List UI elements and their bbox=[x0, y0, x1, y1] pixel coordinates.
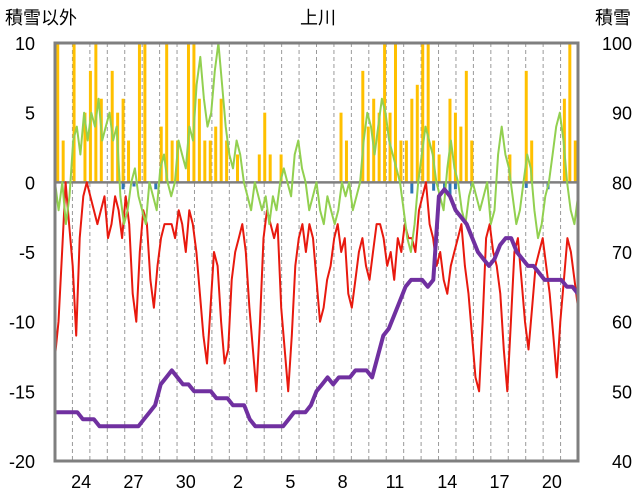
plot-frame bbox=[53, 41, 580, 463]
left-tick-label: -5 bbox=[19, 243, 35, 263]
bar-mark bbox=[459, 126, 463, 183]
bar-mark bbox=[219, 98, 223, 183]
bar-mark bbox=[137, 43, 141, 183]
left-tick-label: 0 bbox=[25, 173, 35, 193]
bar-mark bbox=[72, 43, 76, 183]
bar-mark bbox=[524, 70, 528, 183]
bar-mark bbox=[186, 43, 190, 183]
bar-mark bbox=[203, 140, 207, 183]
x-tick-label: 2 bbox=[233, 472, 243, 492]
bar-mark bbox=[268, 154, 272, 183]
left-tick-label: -15 bbox=[9, 382, 35, 402]
bar-mark bbox=[225, 140, 229, 183]
left-axis-ticks: 10 5 0 -5 -10 -15 -20 bbox=[9, 34, 35, 472]
bar-mark bbox=[399, 140, 403, 183]
bar-mark bbox=[366, 126, 370, 183]
right-tick-label: 40 bbox=[612, 452, 632, 472]
x-tick-label: 11 bbox=[386, 472, 405, 492]
bar-mark bbox=[132, 182, 136, 187]
bar-mark bbox=[453, 112, 457, 183]
bar-mark bbox=[170, 140, 174, 183]
x-tick-label: 30 bbox=[176, 472, 196, 492]
bar-mark bbox=[127, 140, 131, 183]
bar-mark bbox=[573, 140, 577, 183]
right-tick-label: 100 bbox=[602, 34, 632, 54]
bar-mark bbox=[279, 154, 283, 183]
x-axis-ticks: 24 27 30 2 5 8 11 14 17 20 bbox=[71, 472, 562, 492]
bar-mark bbox=[426, 43, 430, 183]
bar-mark bbox=[236, 154, 240, 183]
bar-mark bbox=[404, 140, 408, 183]
plot-area bbox=[54, 42, 580, 429]
bar-mark bbox=[410, 182, 414, 194]
series-line bbox=[54, 181, 579, 393]
x-tick-label: 24 bbox=[71, 472, 91, 492]
bar-mark bbox=[159, 126, 163, 183]
bar-mark bbox=[421, 43, 425, 183]
bar-mark bbox=[208, 140, 212, 183]
left-tick-label: -10 bbox=[9, 313, 35, 333]
right-tick-label: 80 bbox=[612, 173, 632, 193]
bar-mark bbox=[524, 182, 528, 188]
bar-mark bbox=[361, 70, 365, 183]
bar-mark bbox=[377, 112, 381, 183]
bar-mark bbox=[257, 154, 261, 183]
right-axis-ticks: 100 90 80 70 60 50 40 bbox=[602, 34, 632, 472]
series-line bbox=[55, 187, 580, 429]
bar-mark bbox=[154, 182, 158, 190]
left-tick-label: 5 bbox=[25, 104, 35, 124]
series-line bbox=[54, 42, 579, 253]
bar-mark bbox=[121, 98, 125, 183]
right-tick-label: 50 bbox=[612, 382, 632, 402]
bar-mark bbox=[415, 84, 419, 183]
bar-mark bbox=[437, 154, 441, 183]
bar-mark bbox=[568, 43, 572, 183]
bar-mark bbox=[448, 182, 452, 197]
right-tick-label: 90 bbox=[612, 104, 632, 124]
bar-mark bbox=[432, 182, 436, 191]
left-tick-label: -20 bbox=[9, 452, 35, 472]
chart-title: 上川 bbox=[300, 8, 336, 28]
bar-mark bbox=[56, 43, 60, 183]
bar-mark bbox=[339, 112, 343, 183]
bar-mark bbox=[197, 98, 201, 183]
bar-mark bbox=[83, 112, 87, 183]
right-tick-label: 70 bbox=[612, 243, 632, 263]
x-tick-label: 20 bbox=[542, 472, 562, 492]
x-tick-label: 27 bbox=[123, 472, 143, 492]
bar-mark bbox=[464, 70, 468, 183]
x-tick-label: 5 bbox=[285, 472, 295, 492]
right-axis-label: 積雪 bbox=[595, 8, 631, 28]
bar-mark bbox=[121, 182, 125, 190]
bar-mark bbox=[453, 182, 457, 190]
bar-mark bbox=[470, 140, 474, 183]
bar-mark bbox=[410, 98, 414, 183]
left-tick-label: 10 bbox=[15, 34, 35, 54]
bar-mark bbox=[263, 112, 267, 183]
bar-mark bbox=[165, 43, 169, 183]
x-tick-label: 17 bbox=[490, 472, 510, 492]
bar-mark bbox=[443, 182, 447, 188]
bar-mark bbox=[214, 126, 218, 183]
x-tick-label: 14 bbox=[437, 472, 457, 492]
bar-mark bbox=[393, 43, 397, 183]
x-tick-label: 8 bbox=[338, 472, 348, 492]
left-axis-label: 積雪以外 bbox=[5, 8, 77, 28]
bar-mark bbox=[344, 140, 348, 183]
bar-mark bbox=[530, 140, 534, 183]
right-tick-label: 60 bbox=[612, 313, 632, 333]
bar-mark bbox=[143, 43, 147, 183]
bar-mark bbox=[61, 140, 65, 183]
